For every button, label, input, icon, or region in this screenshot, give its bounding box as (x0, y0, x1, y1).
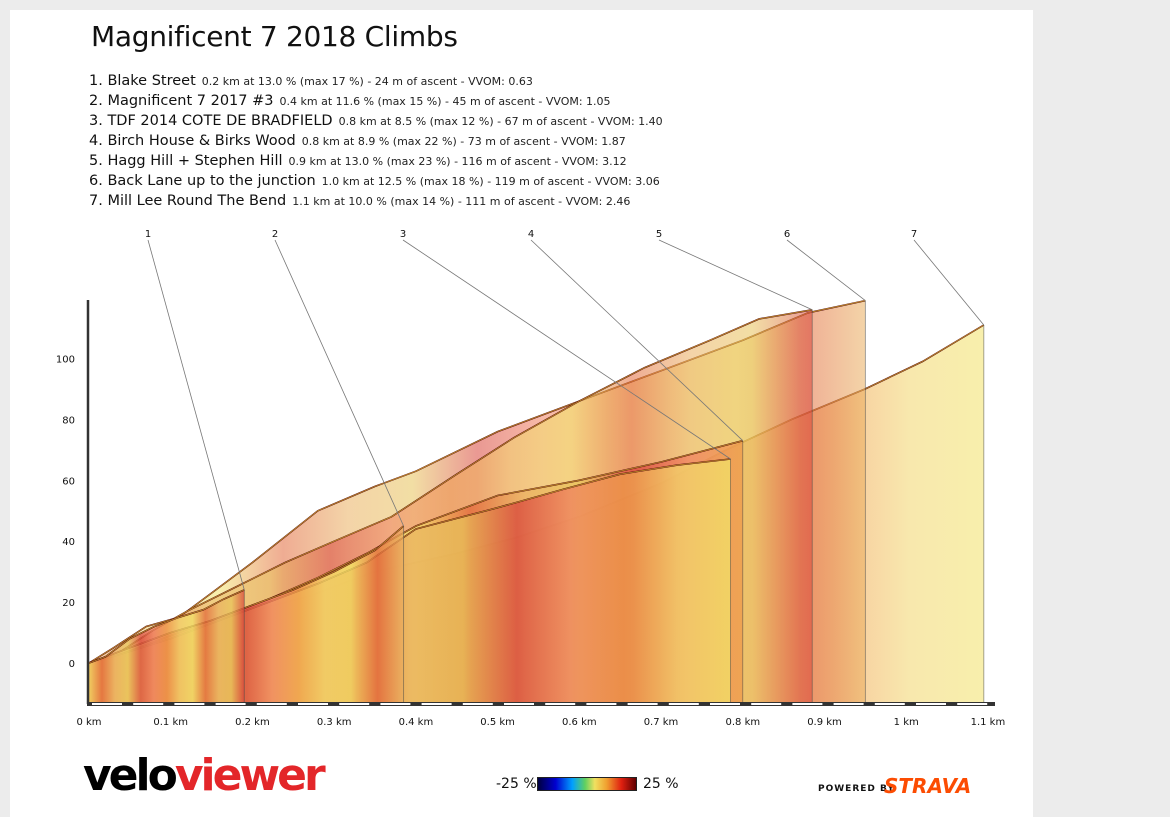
climb-stats: 1.1 km at 10.0 % (max 14 %) - 111 m of a… (292, 195, 631, 208)
y-tick-label: 0 (69, 659, 75, 670)
legend-max-label: 25 % (643, 776, 679, 792)
y-tick-label: 40 (62, 537, 75, 548)
climb-number-label: 7 (911, 229, 917, 240)
climb-name: 2. Magnificent 7 2017 #3 (89, 93, 274, 109)
x-axis-stripe (957, 703, 988, 705)
leader-line-6 (786, 239, 866, 301)
leader-line-7 (913, 239, 985, 326)
legend-min-label: -25 % (496, 776, 537, 792)
x-axis-stripe (421, 703, 452, 705)
leader-line-3 (402, 239, 731, 460)
climb-stats: 0.8 km at 8.9 % (max 22 %) - 73 m of asc… (301, 135, 626, 148)
x-axis-stripe (298, 703, 328, 705)
climb-area-1 (89, 589, 245, 702)
x-axis-stripe (668, 703, 699, 705)
x-tick-label: 1.1 km (971, 717, 1006, 728)
climb-stats: 0.8 km at 8.5 % (max 12 %) - 67 m of asc… (338, 115, 663, 128)
climb-number-label: 1 (145, 229, 151, 240)
climb-item: 2. Magnificent 7 2017 #3 0.4 km at 11.6 %… (89, 90, 663, 110)
x-tick-label: 0.1 km (153, 717, 188, 728)
x-tick-label: 0.6 km (562, 717, 597, 728)
logo-part-velo: velo (83, 750, 178, 801)
x-tick-label: 0.5 km (480, 717, 515, 728)
x-axis-stripe (545, 703, 576, 705)
x-tick-label: 0.3 km (317, 717, 352, 728)
page-title: Magnificent 7 2018 Climbs (91, 20, 458, 53)
climb-name: 7. Mill Lee Round The Bend (89, 193, 287, 209)
chart-axes: 0 20 40 60 80 100 0 km 0.1 km 0.2 km 0.3 km 0.4 km… (56, 300, 1005, 728)
y-tick-label: 60 (62, 476, 75, 487)
climb-stats: 1.0 km at 12.5 % (max 18 %) - 119 m of a… (321, 175, 660, 188)
climb-item: 6. Back Lane up to the junction 1.0 km at… (89, 170, 663, 190)
climb-list: 1. Blake Street 0.2 km at 13.0 % (max 17 … (89, 70, 663, 210)
x-axis-stripe (380, 703, 411, 705)
x-axis-stripe (710, 703, 740, 705)
x-axis-stripe (339, 703, 370, 705)
x-axis-stripe (627, 703, 658, 705)
x-axis-stripe (916, 703, 946, 705)
climb-name: 4. Birch House & Birks Wood (89, 133, 296, 149)
x-tick-label: 1 km (894, 717, 919, 728)
climb-number-label: 4 (528, 229, 534, 240)
x-axis-stripe (215, 703, 246, 705)
powered-by-label: POWERED BY (818, 784, 895, 794)
x-axis-stripe (751, 703, 782, 705)
climb-areas (88, 299, 985, 702)
climb-number-label: 5 (656, 229, 662, 240)
climb-stats: 0.2 km at 13.0 % (max 17 %) - 24 m of as… (201, 75, 533, 88)
x-axis-stripe (586, 703, 617, 705)
strava-logo: STRAVA (884, 774, 972, 798)
leader-line-4 (530, 239, 744, 441)
x-axis-stripe (792, 703, 823, 705)
climb-stats: 0.4 km at 11.6 % (max 15 %) - 45 m of as… (279, 95, 611, 108)
x-tick-label: 0.8 km (725, 717, 760, 728)
climb-item: 1. Blake Street 0.2 km at 13.0 % (max 17 … (89, 70, 663, 90)
x-axis-stripe (256, 703, 287, 705)
y-tick-label: 20 (62, 598, 75, 609)
leader-line-1 (147, 239, 245, 591)
climb-item: 5. Hagg Hill + Stephen Hill 0.9 km at 13.… (89, 150, 663, 170)
climb-item: 7. Mill Lee Round The Bend 1.1 km at 10.0… (89, 190, 663, 210)
x-axis-bar (87, 702, 995, 706)
veloviewer-logo: veloviewer (83, 750, 326, 801)
gradient-legend-bar (537, 777, 637, 791)
x-axis-stripe (504, 703, 534, 705)
climb-item: 4. Birch House & Birks Wood 0.8 km at 8.9… (89, 130, 663, 150)
x-tick-label: 0.4 km (399, 717, 434, 728)
climb-item: 3. TDF 2014 COTE DE BRADFIELD 0.8 km at 8… (89, 110, 663, 130)
climb-number-label: 6 (784, 229, 790, 240)
x-tick-label: 0.2 km (235, 717, 270, 728)
x-axis-stripe (833, 703, 864, 705)
climb-number-label: 2 (272, 229, 278, 240)
climb-leader-lines: 1 2 3 4 5 6 7 (145, 229, 985, 591)
leader-line-2 (274, 239, 404, 527)
x-axis-stripe (874, 703, 905, 705)
climb-name: 3. TDF 2014 COTE DE BRADFIELD (89, 113, 333, 129)
climb-name: 1. Blake Street (89, 73, 196, 89)
y-tick-label: 80 (62, 415, 75, 426)
x-tick-label: 0.9 km (807, 717, 842, 728)
x-axis-stripe (92, 703, 122, 705)
x-axis-stripe (462, 703, 493, 705)
elevation-profile-chart: 0 20 40 60 80 100 0 km 0.1 km 0.2 km 0.3 km 0.4 km… (56, 229, 1005, 728)
x-tick-label: 0 km (76, 717, 101, 728)
y-tick-label: 100 (56, 355, 75, 366)
x-tick-label: 0.7 km (644, 717, 679, 728)
climb-stats: 0.9 km at 13.0 % (max 23 %) - 116 m of a… (288, 155, 627, 168)
climb-highlight-1 (88, 589, 245, 664)
x-axis-stripe (133, 703, 164, 705)
climb-name: 6. Back Lane up to the junction (89, 173, 316, 189)
x-axis-stripe (174, 703, 205, 705)
leader-line-5 (658, 239, 813, 311)
climb-name: 5. Hagg Hill + Stephen Hill (89, 153, 283, 169)
climb-number-label: 3 (400, 229, 406, 240)
logo-part-viewer: viewer (174, 750, 326, 801)
